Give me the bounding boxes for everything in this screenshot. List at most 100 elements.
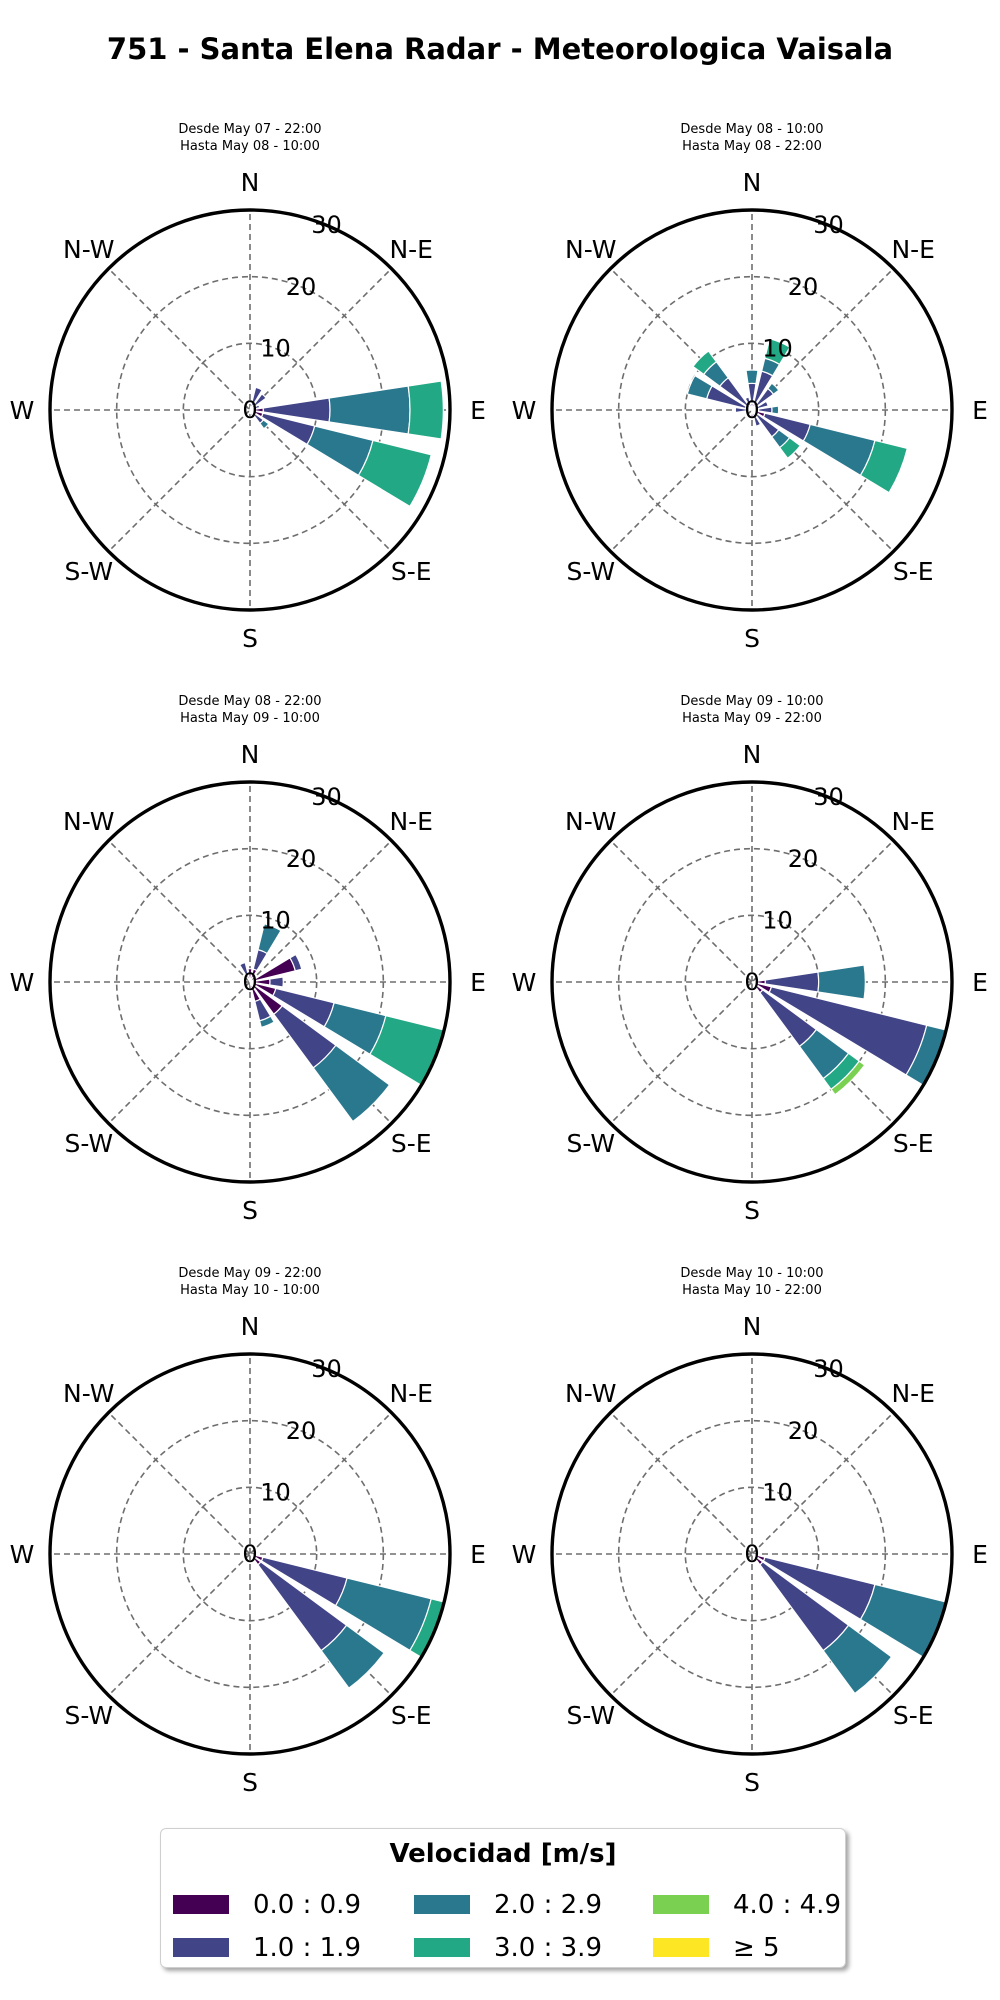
legend-title: Velocidad [m/s] [389,1839,617,1869]
direction-label: N [241,168,260,197]
windrose-bar-segment [830,1060,866,1096]
direction-label: N [743,740,762,769]
direction-label: N-W [63,1379,114,1408]
windrose-bar-segment [312,1044,391,1123]
direction-label: S-W [566,1701,615,1730]
direction-label: N-E [891,235,935,264]
direction-label: N-E [891,807,935,836]
windrose-panel-6: Desde May 10 - 10:00 Hasta May 10 - 22:00… [512,1266,988,1797]
windrose-bars [751,1553,947,1695]
windrose-panel-4: Desde May 09 - 10:00 Hasta May 09 - 22:00… [512,694,988,1225]
windrose-bar-segment [778,436,802,460]
panel-subtitle: Desde May 09 - 22:00 [178,1266,321,1281]
panel-subtitle: Hasta May 08 - 10:00 [180,139,320,154]
legend: Velocidad [m/s] 0.0 : 0.9 1.0 : 1.9 2.0 … [160,1828,846,1968]
radial-tick-label: 0 [242,1540,257,1568]
direction-label: N-E [389,1379,433,1408]
panel-subtitle: Desde May 08 - 22:00 [178,694,321,709]
windrose-bar-segment [750,409,754,418]
windrose-panels: Desde May 07 - 22:00 Hasta May 08 - 10:00… [10,122,988,1797]
direction-grid-line [108,840,251,983]
direction-label: S-W [566,557,615,586]
direction-grid-line [610,981,753,1124]
panel-subtitle: Desde May 07 - 22:00 [178,122,321,137]
direction-label: N-W [63,807,114,836]
direction-label: N-W [565,807,616,836]
radial-tick-label: 20 [286,845,317,873]
direction-grid-line [249,1412,392,1555]
direction-label: W [512,396,537,425]
direction-label: S-W [64,1129,113,1158]
windrose-bar-segment [248,409,252,414]
windrose-panel-5: Desde May 09 - 22:00 Hasta May 10 - 10:00… [10,1266,486,1797]
windrose-panel-2: Desde May 08 - 10:00 Hasta May 08 - 22:00… [512,122,988,653]
panel-subtitle: Desde May 08 - 10:00 [680,122,823,137]
direction-label: N-W [565,235,616,264]
direction-label: S-W [64,557,113,586]
windrose-bar-segment [817,964,866,1000]
radial-tick-label: 10 [762,1478,793,1506]
direction-label: N-W [565,1379,616,1408]
figure-title: 751 - Santa Elena Radar - Meteorologica … [106,32,894,66]
windrose-bar-segment [692,350,718,376]
direction-label: W [10,396,35,425]
direction-label: N-W [63,235,114,264]
panel-subtitle: Hasta May 09 - 10:00 [180,711,320,726]
radial-tick-label: 20 [788,845,819,873]
radial-tick-label: 30 [311,1355,342,1383]
radial-tick-label: 0 [242,396,257,424]
panel-subtitle: Hasta May 09 - 22:00 [682,711,822,726]
radial-tick-label: 20 [788,1417,819,1445]
direction-label: S-E [391,1701,432,1730]
windrose-frame [48,208,452,612]
direction-label: E [470,968,486,997]
radial-tick-label: 0 [744,1540,759,1568]
direction-grid-line [108,981,251,1124]
radial-tick-label: 10 [762,334,793,362]
radial-grid-ring [684,1486,820,1622]
legend-label: ≥ 5 [733,1933,780,1963]
radial-tick-label: 20 [788,273,819,301]
legend-label: 3.0 : 3.9 [494,1933,602,1963]
panel-subtitle: Hasta May 10 - 22:00 [682,1283,822,1298]
windrose-frame [48,1352,452,1756]
direction-label: E [972,968,988,997]
windrose-bar-segment [407,380,444,440]
direction-grid-line [751,1412,894,1555]
windrose-bar-segment [766,382,780,396]
direction-grid-line [108,409,251,552]
direction-grid-line [108,268,251,411]
direction-label: S [242,1768,258,1797]
direction-label: N-E [389,807,433,836]
direction-label: E [470,396,486,425]
direction-label: S-E [893,1701,934,1730]
radial-tick-label: 30 [813,783,844,811]
direction-label: S-E [893,557,934,586]
direction-label: S-W [64,1701,113,1730]
direction-grid-line [249,840,392,983]
windrose-bar-segment [859,439,909,494]
direction-label: S-E [391,557,432,586]
radial-tick-label: 10 [260,906,291,934]
radial-grid-ring [182,1486,318,1622]
windrose-bar-segment [253,393,267,407]
direction-label: N [241,740,260,769]
radial-tick-label: 30 [813,1355,844,1383]
windrose-bar-segment [246,408,251,412]
windrose-bar-segment [686,374,713,400]
windrose-bar-segment [289,953,303,972]
panel-subtitle: Desde May 09 - 10:00 [680,694,823,709]
direction-label: N [241,1312,260,1341]
windrose-frame [550,1352,954,1756]
windrose-bar-segment [238,961,250,978]
direction-grid-line [610,1553,753,1696]
windrose-bars [686,338,909,494]
radial-tick-label: 10 [260,1478,291,1506]
radial-grid-ring [684,342,820,478]
legend-label: 0.0 : 0.9 [253,1890,361,1920]
windrose-bar-segment [269,976,284,988]
windrose-bar-segment [257,923,282,955]
windrose-frame [550,780,954,1184]
direction-grid-line [610,409,753,552]
radial-tick-label: 0 [242,968,257,996]
